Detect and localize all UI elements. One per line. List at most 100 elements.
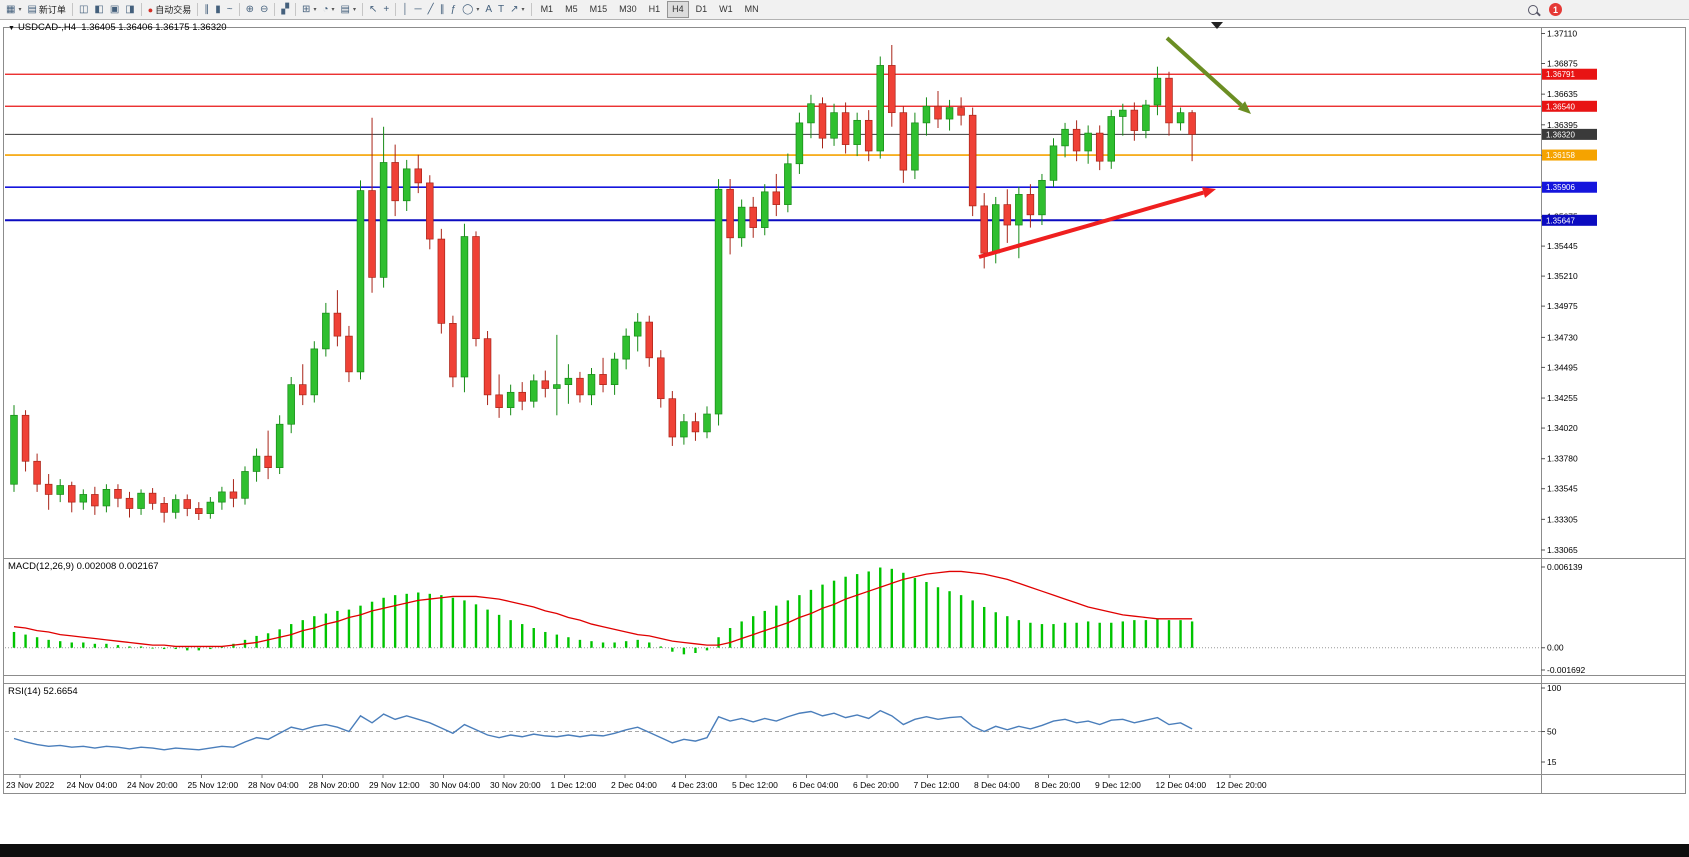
candle-body [171,499,180,513]
chart-window-border [3,27,1686,794]
macd-bar [624,641,628,648]
label-button[interactable]: T [495,1,507,18]
candle-body [830,112,838,139]
candle-body [553,384,561,389]
macd-bar [370,601,374,648]
zoom-in-button[interactable]: ⊕ [243,1,257,18]
timeframe-h1[interactable]: H1 [648,4,661,14]
macd-bar [174,647,177,650]
new-chart-icon: ▦ [6,3,16,15]
time-tick-label: 12 Dec 04:00 [1156,780,1207,790]
candle-body [518,391,526,402]
trendline-icon: ╱ [427,3,434,15]
text-button[interactable]: A [482,1,495,18]
new-chart-button[interactable]: ▦ ▾ [3,1,24,18]
vertical-line-button[interactable]: │ [399,1,411,18]
candle-body [206,501,215,514]
arrows-button[interactable]: ↗ ▾ [507,1,527,18]
terminal-button[interactable]: ▣ [107,1,122,18]
candle-body [645,321,653,359]
candle-body [437,238,446,324]
search-button[interactable] [1525,1,1541,18]
trendline-button[interactable]: ╱ [425,1,437,18]
periods-button[interactable]: ◔ ▾ [319,1,337,18]
fibonacci-button[interactable]: ƒ [448,1,460,18]
crosshair-button[interactable]: + [380,1,392,18]
macd-bar [139,646,143,648]
timeframe-m1[interactable]: M1 [540,4,554,14]
macd-bar [1029,622,1032,648]
shapes-button[interactable]: ◯ ▾ [459,1,482,18]
horizontal-line-button[interactable]: ─ [411,1,424,18]
candle-body [506,391,515,408]
price-tick-label: 1.34495 [1547,362,1578,372]
candle-body [818,103,827,139]
candle-body [379,162,388,278]
line-chart-button[interactable]: ~ [224,1,236,18]
price-tick-label: 1.36875 [1547,59,1578,69]
indicators-button[interactable]: ⊞ ▾ [299,1,319,18]
candle-chart-button[interactable]: ▮ [212,1,224,18]
timeframe-w1[interactable]: W1 [719,4,733,14]
macd-bar [1017,620,1021,648]
market-watch-button[interactable]: ◫ [76,1,91,18]
strategy-tester-button[interactable]: ◨ [122,1,137,18]
macd-indicator-label: MACD(12,26,9) 0.002008 0.002167 [8,561,159,572]
macd-bar [1086,621,1090,648]
macd-bar [555,634,559,648]
macd-bar [1190,621,1194,648]
macd-bar [336,610,339,648]
macd-bar [821,584,824,648]
time-tick-label: 8 Dec 20:00 [1035,780,1081,790]
timeframe-m30[interactable]: M30 [619,4,637,14]
notification-badge[interactable]: 1 [1549,3,1562,16]
new-order-label: 新订单 [38,5,66,15]
timeframe-d1[interactable]: D1 [695,4,708,14]
chevron-down-icon: ▾ [18,7,22,13]
tile-windows-button[interactable]: ▞ [278,1,292,18]
zoom-out-button[interactable]: ⊖ [257,1,271,18]
channel-button[interactable]: ∥ [437,1,448,18]
navigator-button[interactable]: ◧ [91,1,106,18]
candle-body [79,494,88,503]
bar-chart-button[interactable]: ∥ [201,1,212,18]
macd-bar [1110,622,1113,648]
macd-bar [347,609,351,648]
cursor-button[interactable]: ↖ [366,1,380,18]
time-tick-label: 24 Nov 04:00 [67,780,118,790]
macd-bar [752,616,755,648]
new-order-icon: ▤ [27,3,37,15]
macd-bar [659,646,662,648]
timeframe-h4[interactable]: H4 [667,1,689,18]
timeframe-m15[interactable]: M15 [589,4,608,14]
candle-body [991,204,1000,254]
collapse-icon[interactable]: ▼ [8,25,15,32]
macd-bar [186,647,189,651]
price-tick-label: 1.34255 [1547,393,1578,403]
auto-trading-button[interactable]: ● 自动交易 [145,1,194,18]
price-tick-label: 1.33065 [1547,545,1578,555]
candle-body [275,423,284,468]
macd-bar [313,616,316,648]
text-icon: A [485,3,493,15]
candle-body [576,377,584,396]
candle-body [414,168,423,184]
timeframe-m5[interactable]: M5 [565,4,578,14]
timeframe-mn[interactable]: MN [744,4,759,14]
candle-body [691,421,700,433]
price-tick-label: 1.33305 [1547,514,1578,524]
macd-bar [832,580,836,648]
candle-body [1165,77,1173,124]
macd-bar [717,637,720,648]
macd-bar [590,641,593,648]
new-order-button[interactable]: ▤ 新订单 [24,1,68,18]
macd-bar [1167,620,1171,648]
candle-body [322,312,330,350]
price-tick-label: 1.35445 [1547,241,1578,251]
indicators-icon: ⊞ [302,3,311,15]
price-tick-label: 1.36395 [1547,120,1578,130]
candle-body [957,107,965,116]
templates-button[interactable]: ▤ ▾ [338,1,359,18]
candle-body [333,312,342,337]
